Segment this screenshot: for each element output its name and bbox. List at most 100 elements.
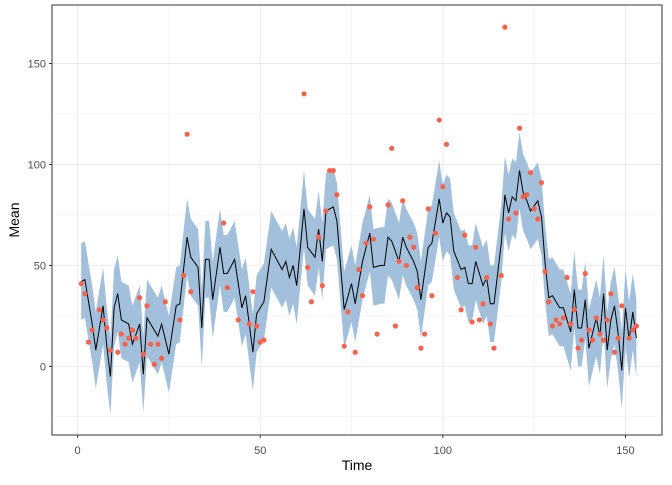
observation-point xyxy=(418,345,424,351)
observation-point xyxy=(476,317,482,323)
observation-point xyxy=(301,91,307,97)
observation-point xyxy=(542,268,548,275)
observation-point xyxy=(538,180,545,186)
observation-point xyxy=(546,299,552,305)
observation-point xyxy=(568,321,574,327)
observation-point xyxy=(356,266,362,273)
observation-point xyxy=(330,167,336,174)
observation-point xyxy=(436,117,442,123)
observation-point xyxy=(480,301,486,307)
observation-point xyxy=(341,343,347,349)
observation-point xyxy=(516,125,523,131)
y-tick-label: 150 xyxy=(28,59,46,71)
observation-point xyxy=(89,327,95,333)
observation-point xyxy=(608,291,614,297)
observation-point xyxy=(334,192,340,198)
observation-points xyxy=(78,24,640,367)
ribbon-area xyxy=(81,132,637,415)
observation-point xyxy=(129,327,135,333)
observation-point xyxy=(403,262,409,269)
observation-point xyxy=(107,347,114,353)
observation-point xyxy=(184,131,190,137)
observation-point xyxy=(144,303,150,309)
x-tick-label: 50 xyxy=(254,445,266,457)
observation-point xyxy=(491,345,497,351)
observation-point xyxy=(454,274,461,281)
observation-point xyxy=(148,341,154,347)
observation-point xyxy=(224,285,230,291)
observation-point xyxy=(261,337,267,343)
observation-point xyxy=(250,289,256,295)
observation-point xyxy=(531,206,537,212)
observation-point xyxy=(323,208,329,214)
observation-point xyxy=(425,206,431,212)
observation-point xyxy=(319,283,325,289)
observation-point xyxy=(221,220,227,226)
x-axis: 0 50 100 150 xyxy=(75,435,635,457)
observation-point xyxy=(367,204,373,210)
observation-point xyxy=(400,198,406,204)
observation-point xyxy=(352,349,358,355)
y-axis-title: Mean xyxy=(6,202,22,237)
panel-border xyxy=(51,4,663,436)
observation-point xyxy=(316,234,322,240)
observation-point xyxy=(505,216,512,222)
observation-point xyxy=(513,210,519,216)
observation-point xyxy=(600,337,607,343)
observation-point xyxy=(118,331,125,337)
observation-point xyxy=(188,289,194,295)
observation-point xyxy=(473,244,479,250)
observation-point xyxy=(370,236,377,242)
observation-point xyxy=(484,274,490,281)
observation-point xyxy=(246,321,252,327)
y-axis: 0 50 100 150 xyxy=(28,59,52,373)
observation-point xyxy=(575,345,581,351)
observation-point xyxy=(140,351,146,357)
observation-point xyxy=(498,272,504,279)
mean-line xyxy=(80,170,637,377)
observation-point xyxy=(582,270,588,277)
observation-point xyxy=(82,291,88,297)
observation-point xyxy=(586,327,592,333)
observation-point xyxy=(440,184,446,190)
observation-point xyxy=(96,307,103,313)
observation-point xyxy=(414,285,420,291)
observation-point xyxy=(180,272,187,279)
observation-point xyxy=(137,295,143,301)
observation-point xyxy=(553,317,559,323)
observation-point xyxy=(557,321,563,327)
observation-point xyxy=(611,349,618,355)
observation-point xyxy=(626,335,632,341)
x-axis-title: Time xyxy=(342,457,373,473)
observation-point xyxy=(305,264,311,271)
observation-point xyxy=(604,317,610,323)
observation-point xyxy=(571,307,577,313)
observation-point xyxy=(122,341,128,347)
observation-point xyxy=(564,274,570,281)
observation-point xyxy=(527,169,534,176)
observation-point xyxy=(487,321,493,327)
observation-point xyxy=(432,230,439,236)
x-tick-label: 100 xyxy=(434,445,452,457)
observation-point xyxy=(579,337,585,343)
observation-point xyxy=(589,337,596,343)
observation-point xyxy=(549,323,556,329)
observation-point xyxy=(115,349,121,355)
observation-point xyxy=(421,331,428,337)
observation-point xyxy=(389,145,395,151)
observation-point xyxy=(560,315,566,321)
observation-point xyxy=(443,141,450,147)
observation-point xyxy=(458,307,464,313)
observation-point xyxy=(133,335,139,341)
observation-point xyxy=(633,323,640,329)
observation-point xyxy=(597,331,603,337)
observation-point xyxy=(593,315,599,321)
observation-point xyxy=(78,280,84,287)
observation-point xyxy=(85,339,92,345)
observation-point xyxy=(469,319,475,325)
observation-point xyxy=(374,331,380,337)
observation-point xyxy=(407,234,413,240)
observation-point xyxy=(630,327,636,333)
observation-point xyxy=(177,317,183,323)
